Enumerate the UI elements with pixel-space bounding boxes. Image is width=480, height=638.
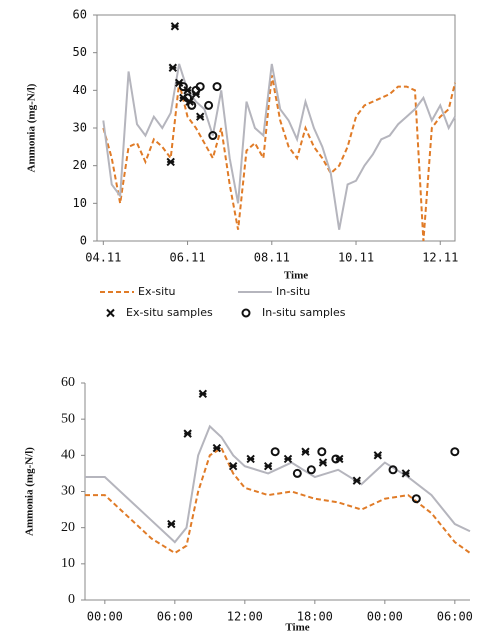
circle-marker: [195, 82, 205, 92]
x-tick-label: 00:00: [367, 610, 403, 624]
y-tick-label: 60: [61, 375, 75, 390]
x-marker: [170, 22, 180, 31]
data-line: [85, 424, 471, 544]
y-tick-label: 50: [61, 411, 75, 426]
y-tick-label: 20: [61, 520, 75, 535]
x-marker: [283, 454, 293, 464]
x-marker: [301, 447, 310, 456]
x-marker: [195, 112, 205, 121]
circle-marker: [187, 100, 197, 110]
x-tick-label: 10.11: [338, 251, 374, 265]
circle-marker: [204, 100, 214, 110]
plot-frame: [96, 14, 456, 242]
y-tick-label: 10: [73, 196, 87, 210]
legend-swatch: [241, 308, 251, 318]
circle-marker: [388, 465, 398, 475]
x-marker: [212, 443, 222, 453]
x-marker: [318, 458, 328, 467]
x-marker: [166, 157, 175, 167]
y-axis-label: Ammonia (mg-N/l): [24, 447, 36, 536]
y-tick-label: 0: [80, 234, 87, 248]
x-tick-label: 12:00: [227, 610, 263, 624]
x-marker: [198, 389, 208, 399]
data-line: [102, 63, 456, 230]
x-tick-label: 06:00: [157, 610, 193, 624]
x-marker: [263, 461, 273, 471]
legend-swatch: [106, 308, 115, 318]
legend-label: Ex-situ: [138, 285, 176, 298]
y-tick-label: 10: [61, 556, 75, 571]
x-marker: [401, 469, 411, 478]
legend-label: In-situ samples: [262, 306, 346, 319]
y-tick-label: 40: [61, 448, 75, 463]
circle-marker: [183, 93, 193, 103]
x-marker: [352, 476, 362, 485]
circle-marker: [317, 447, 327, 457]
x-tick-label: 08.11: [254, 251, 290, 265]
x-marker: [183, 429, 192, 438]
y-tick-label: 30: [61, 484, 75, 499]
data-line: [102, 75, 456, 242]
y-tick-label: 50: [73, 45, 87, 59]
legend-label: In-situ: [276, 285, 310, 298]
x-tick-label: 04.11: [85, 251, 121, 265]
legend-label: Ex-situ samples: [126, 306, 213, 319]
x-marker: [167, 519, 176, 529]
x-marker: [168, 63, 178, 72]
circle-marker: [178, 82, 188, 92]
y-tick-label: 40: [73, 83, 87, 97]
y-tick-label: 60: [73, 8, 87, 22]
circle-marker: [411, 494, 421, 504]
circle-marker: [331, 454, 341, 464]
circle-marker: [212, 82, 222, 92]
x-axis-label: Time: [285, 622, 309, 634]
circle-marker: [450, 447, 460, 457]
circle-marker: [292, 468, 302, 478]
x-tick-label: 00:00: [87, 610, 123, 624]
circle-marker: [208, 131, 218, 141]
y-axis-label: Ammonia (mg-N/l): [26, 83, 38, 172]
x-tick-label: 06:00: [437, 610, 473, 624]
x-tick-label: 12.11: [422, 251, 458, 265]
x-tick-label: 06.11: [169, 251, 205, 265]
y-tick-label: 0: [68, 592, 75, 607]
x-marker: [228, 461, 238, 471]
data-line: [85, 446, 471, 555]
x-tick-label: 18:00: [297, 610, 333, 624]
circle-marker: [306, 465, 316, 475]
x-axis-label: Time: [284, 270, 308, 282]
x-marker: [246, 454, 255, 464]
x-marker: [373, 451, 383, 460]
y-tick-label: 20: [73, 158, 87, 172]
y-tick-label: 30: [73, 121, 87, 135]
circle-marker: [270, 447, 280, 457]
